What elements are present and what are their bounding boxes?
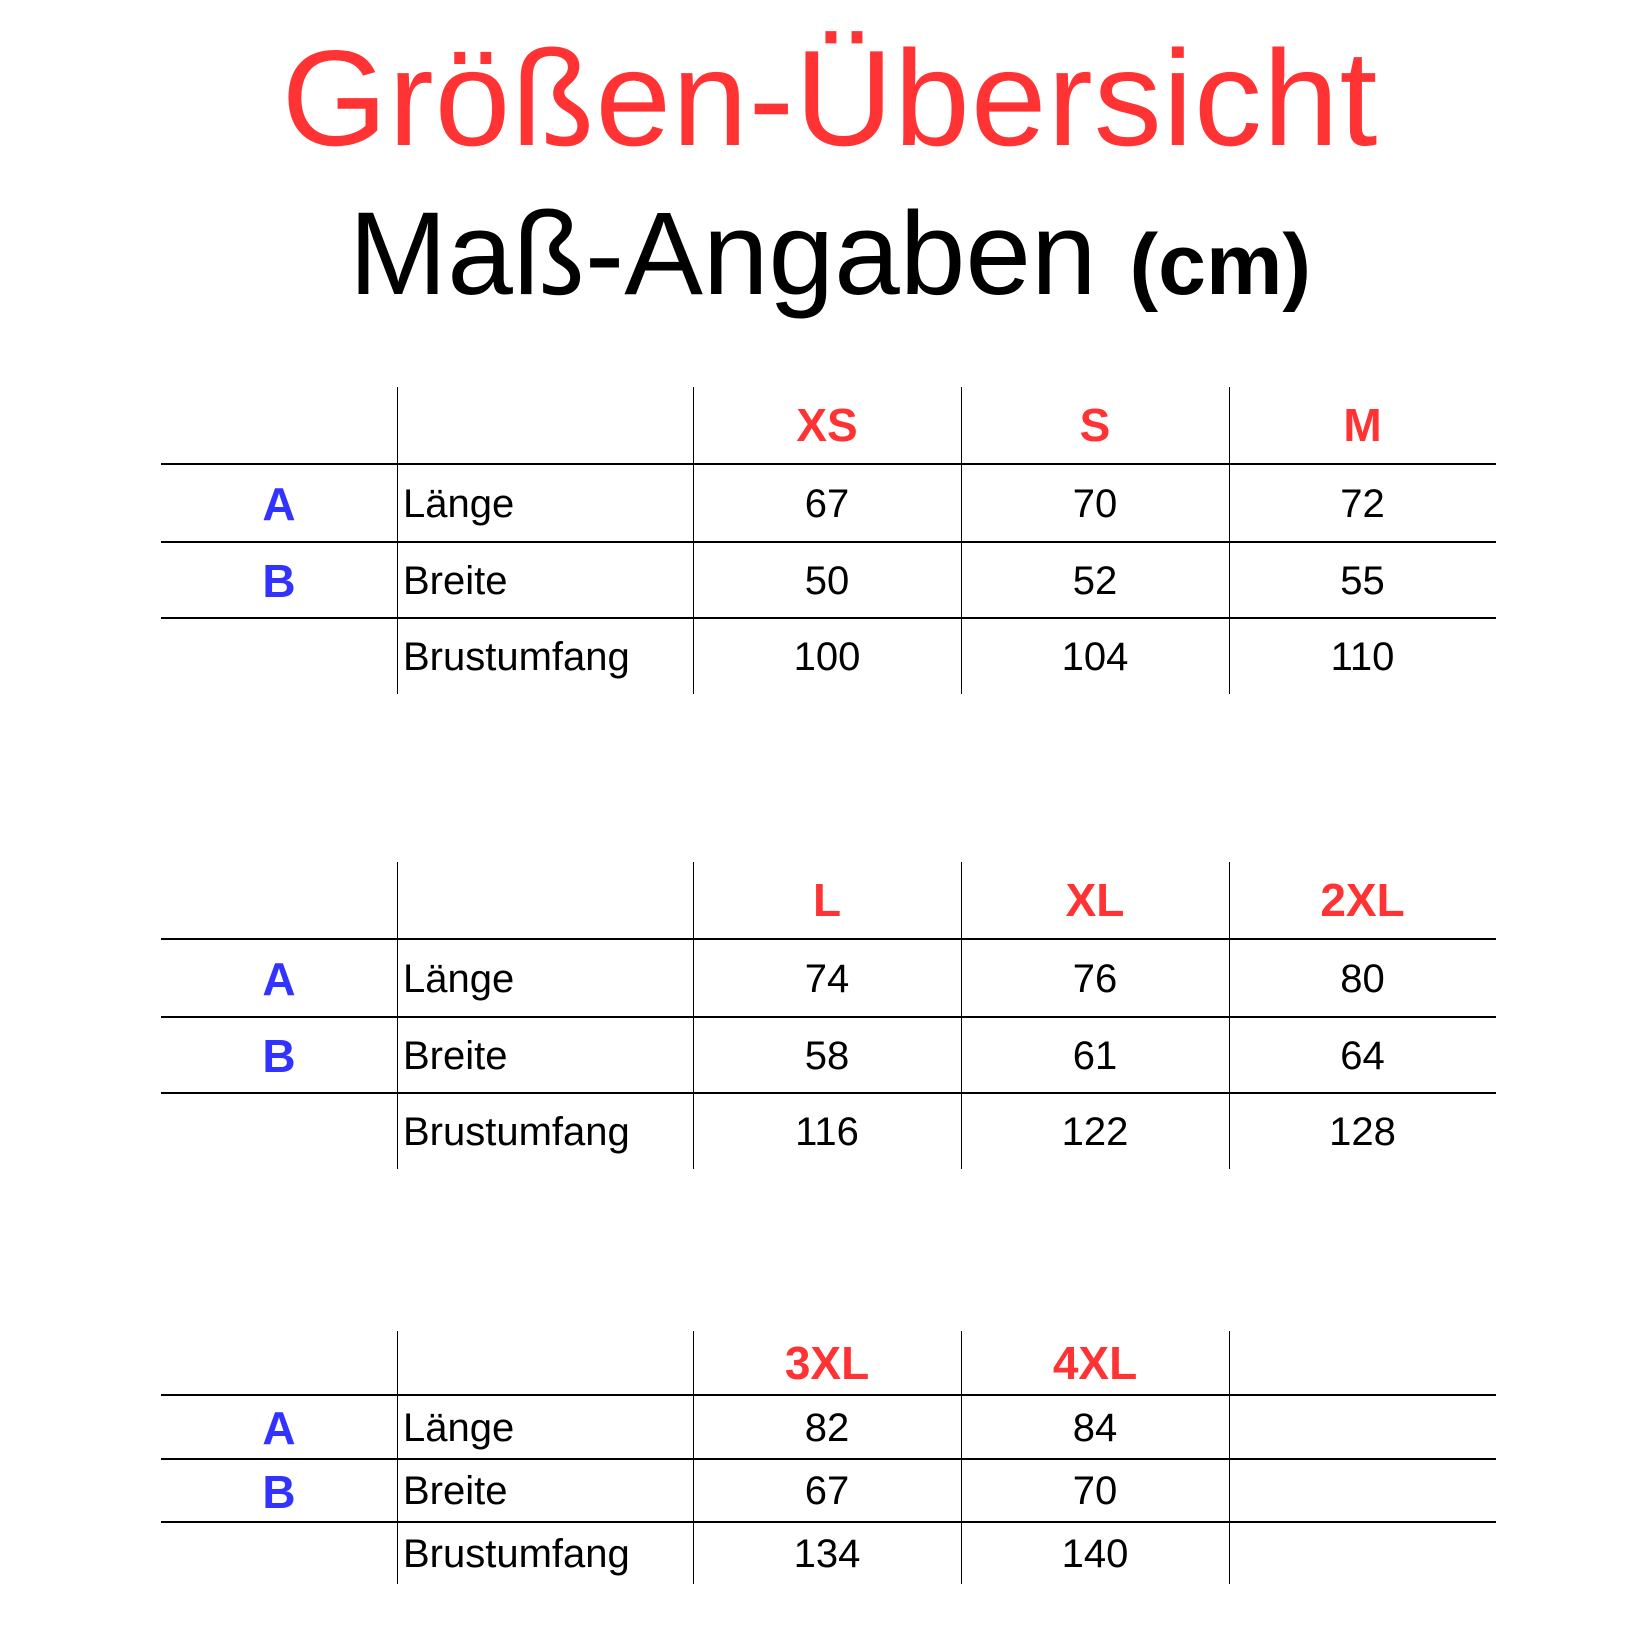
header-row: 3XL 4XL xyxy=(161,1331,1496,1394)
measurement-value: 110 xyxy=(1330,635,1395,679)
page-title: Größen-Übersicht xyxy=(281,22,1379,174)
row-label: Brustumfang xyxy=(403,635,630,679)
measurement-value: 116 xyxy=(795,1110,859,1154)
size-header: S xyxy=(1079,399,1111,451)
size-table: 3XL 4XL A Länge 82 84 B Breite 67 70 Brustumfang 13… xyxy=(161,1331,1496,1584)
row-label: Breite xyxy=(403,558,508,603)
measurement-value: 50 xyxy=(804,558,850,603)
size-header: XS xyxy=(796,399,858,451)
size-header: L xyxy=(812,874,842,926)
measurement-value: 61 xyxy=(1072,1033,1118,1078)
table-row: A Länge 82 84 xyxy=(161,1394,1496,1460)
column-divider xyxy=(693,862,694,1169)
measurement-value: 122 xyxy=(1061,1110,1129,1154)
measurement-value: 128 xyxy=(1329,1110,1396,1154)
measurement-value: 52 xyxy=(1072,558,1118,603)
size-header xyxy=(1229,1331,1496,1394)
row-marker xyxy=(161,1523,397,1586)
row-marker: A xyxy=(262,478,296,530)
row-label: Länge xyxy=(403,1405,515,1450)
column-divider xyxy=(961,862,962,1169)
measurement-value: 100 xyxy=(793,635,861,679)
measurement-value: 70 xyxy=(1072,1469,1118,1513)
subtitle-main: Maß-Angaben xyxy=(348,188,1097,320)
row-label: Brustumfang xyxy=(403,1110,630,1154)
measurement-value xyxy=(1229,1460,1496,1523)
row-label: Brustumfang xyxy=(403,1532,630,1576)
size-table: L XL 2XL A Länge 74 76 80 B Breite 58 61 64 Brustumfa… xyxy=(161,862,1496,1169)
measurement-value: 58 xyxy=(804,1033,850,1078)
column-divider xyxy=(961,387,962,694)
row-marker xyxy=(161,1094,397,1171)
column-divider xyxy=(693,1331,694,1584)
table-row: A Länge 74 76 80 xyxy=(161,938,1496,1018)
measurement-value xyxy=(1229,1523,1496,1586)
size-header: M xyxy=(1343,399,1382,451)
row-label: Länge xyxy=(403,956,515,1001)
table-row: Brustumfang 100 104 110 xyxy=(161,617,1496,696)
table-row: Brustumfang 134 140 xyxy=(161,1521,1496,1586)
column-divider xyxy=(397,862,398,1169)
column-divider xyxy=(397,1331,398,1584)
measurement-value: 72 xyxy=(1340,481,1385,526)
header-row: L XL 2XL xyxy=(161,862,1496,938)
measurement-value: 82 xyxy=(804,1405,850,1450)
row-marker: A xyxy=(262,1402,296,1454)
size-header: XL xyxy=(1065,874,1125,926)
table-row: A Länge 67 70 72 xyxy=(161,463,1496,543)
row-label: Breite xyxy=(403,1033,508,1078)
size-header: 4XL xyxy=(1052,1336,1138,1389)
measurement-value: 74 xyxy=(804,956,850,1001)
size-table: XS S M A Länge 67 70 72 B Breite 50 52 55 Brustumfang… xyxy=(161,387,1496,694)
measurement-value: 55 xyxy=(1340,558,1385,603)
row-marker: B xyxy=(262,555,296,607)
measurement-value: 104 xyxy=(1061,635,1129,679)
row-marker: B xyxy=(262,1030,296,1082)
measurement-value: 84 xyxy=(1072,1405,1118,1450)
page-subtitle: Maß-Angaben (cm) xyxy=(0,195,1650,313)
table-row: B Breite 50 52 55 xyxy=(161,541,1496,619)
column-divider xyxy=(1229,862,1230,1169)
size-header: 2XL xyxy=(1320,874,1405,926)
row-label: Breite xyxy=(403,1469,508,1513)
row-marker: B xyxy=(262,1465,296,1518)
row-label: Länge xyxy=(403,481,515,526)
subtitle-unit: (cm) xyxy=(1129,217,1312,313)
measurement-value: 67 xyxy=(804,1469,850,1513)
measurement-value xyxy=(1229,1396,1496,1460)
measurement-value: 80 xyxy=(1340,956,1385,1001)
measurement-value: 64 xyxy=(1340,1033,1385,1078)
table-row: Brustumfang 116 122 128 xyxy=(161,1092,1496,1171)
table-row: B Breite 67 70 xyxy=(161,1458,1496,1523)
column-divider xyxy=(397,387,398,694)
table-row: B Breite 58 61 64 xyxy=(161,1016,1496,1094)
size-header: 3XL xyxy=(784,1336,870,1389)
column-divider xyxy=(961,1331,962,1584)
measurement-value: 76 xyxy=(1072,956,1118,1001)
row-marker xyxy=(161,619,397,696)
column-divider xyxy=(693,387,694,694)
column-divider xyxy=(1229,1331,1230,1584)
measurement-value: 140 xyxy=(1061,1532,1129,1576)
header-row: XS S M xyxy=(161,387,1496,463)
measurement-value: 67 xyxy=(804,481,850,526)
row-marker: A xyxy=(262,953,296,1005)
measurement-value: 70 xyxy=(1072,481,1118,526)
column-divider xyxy=(1229,387,1230,694)
measurement-value: 134 xyxy=(793,1532,861,1576)
